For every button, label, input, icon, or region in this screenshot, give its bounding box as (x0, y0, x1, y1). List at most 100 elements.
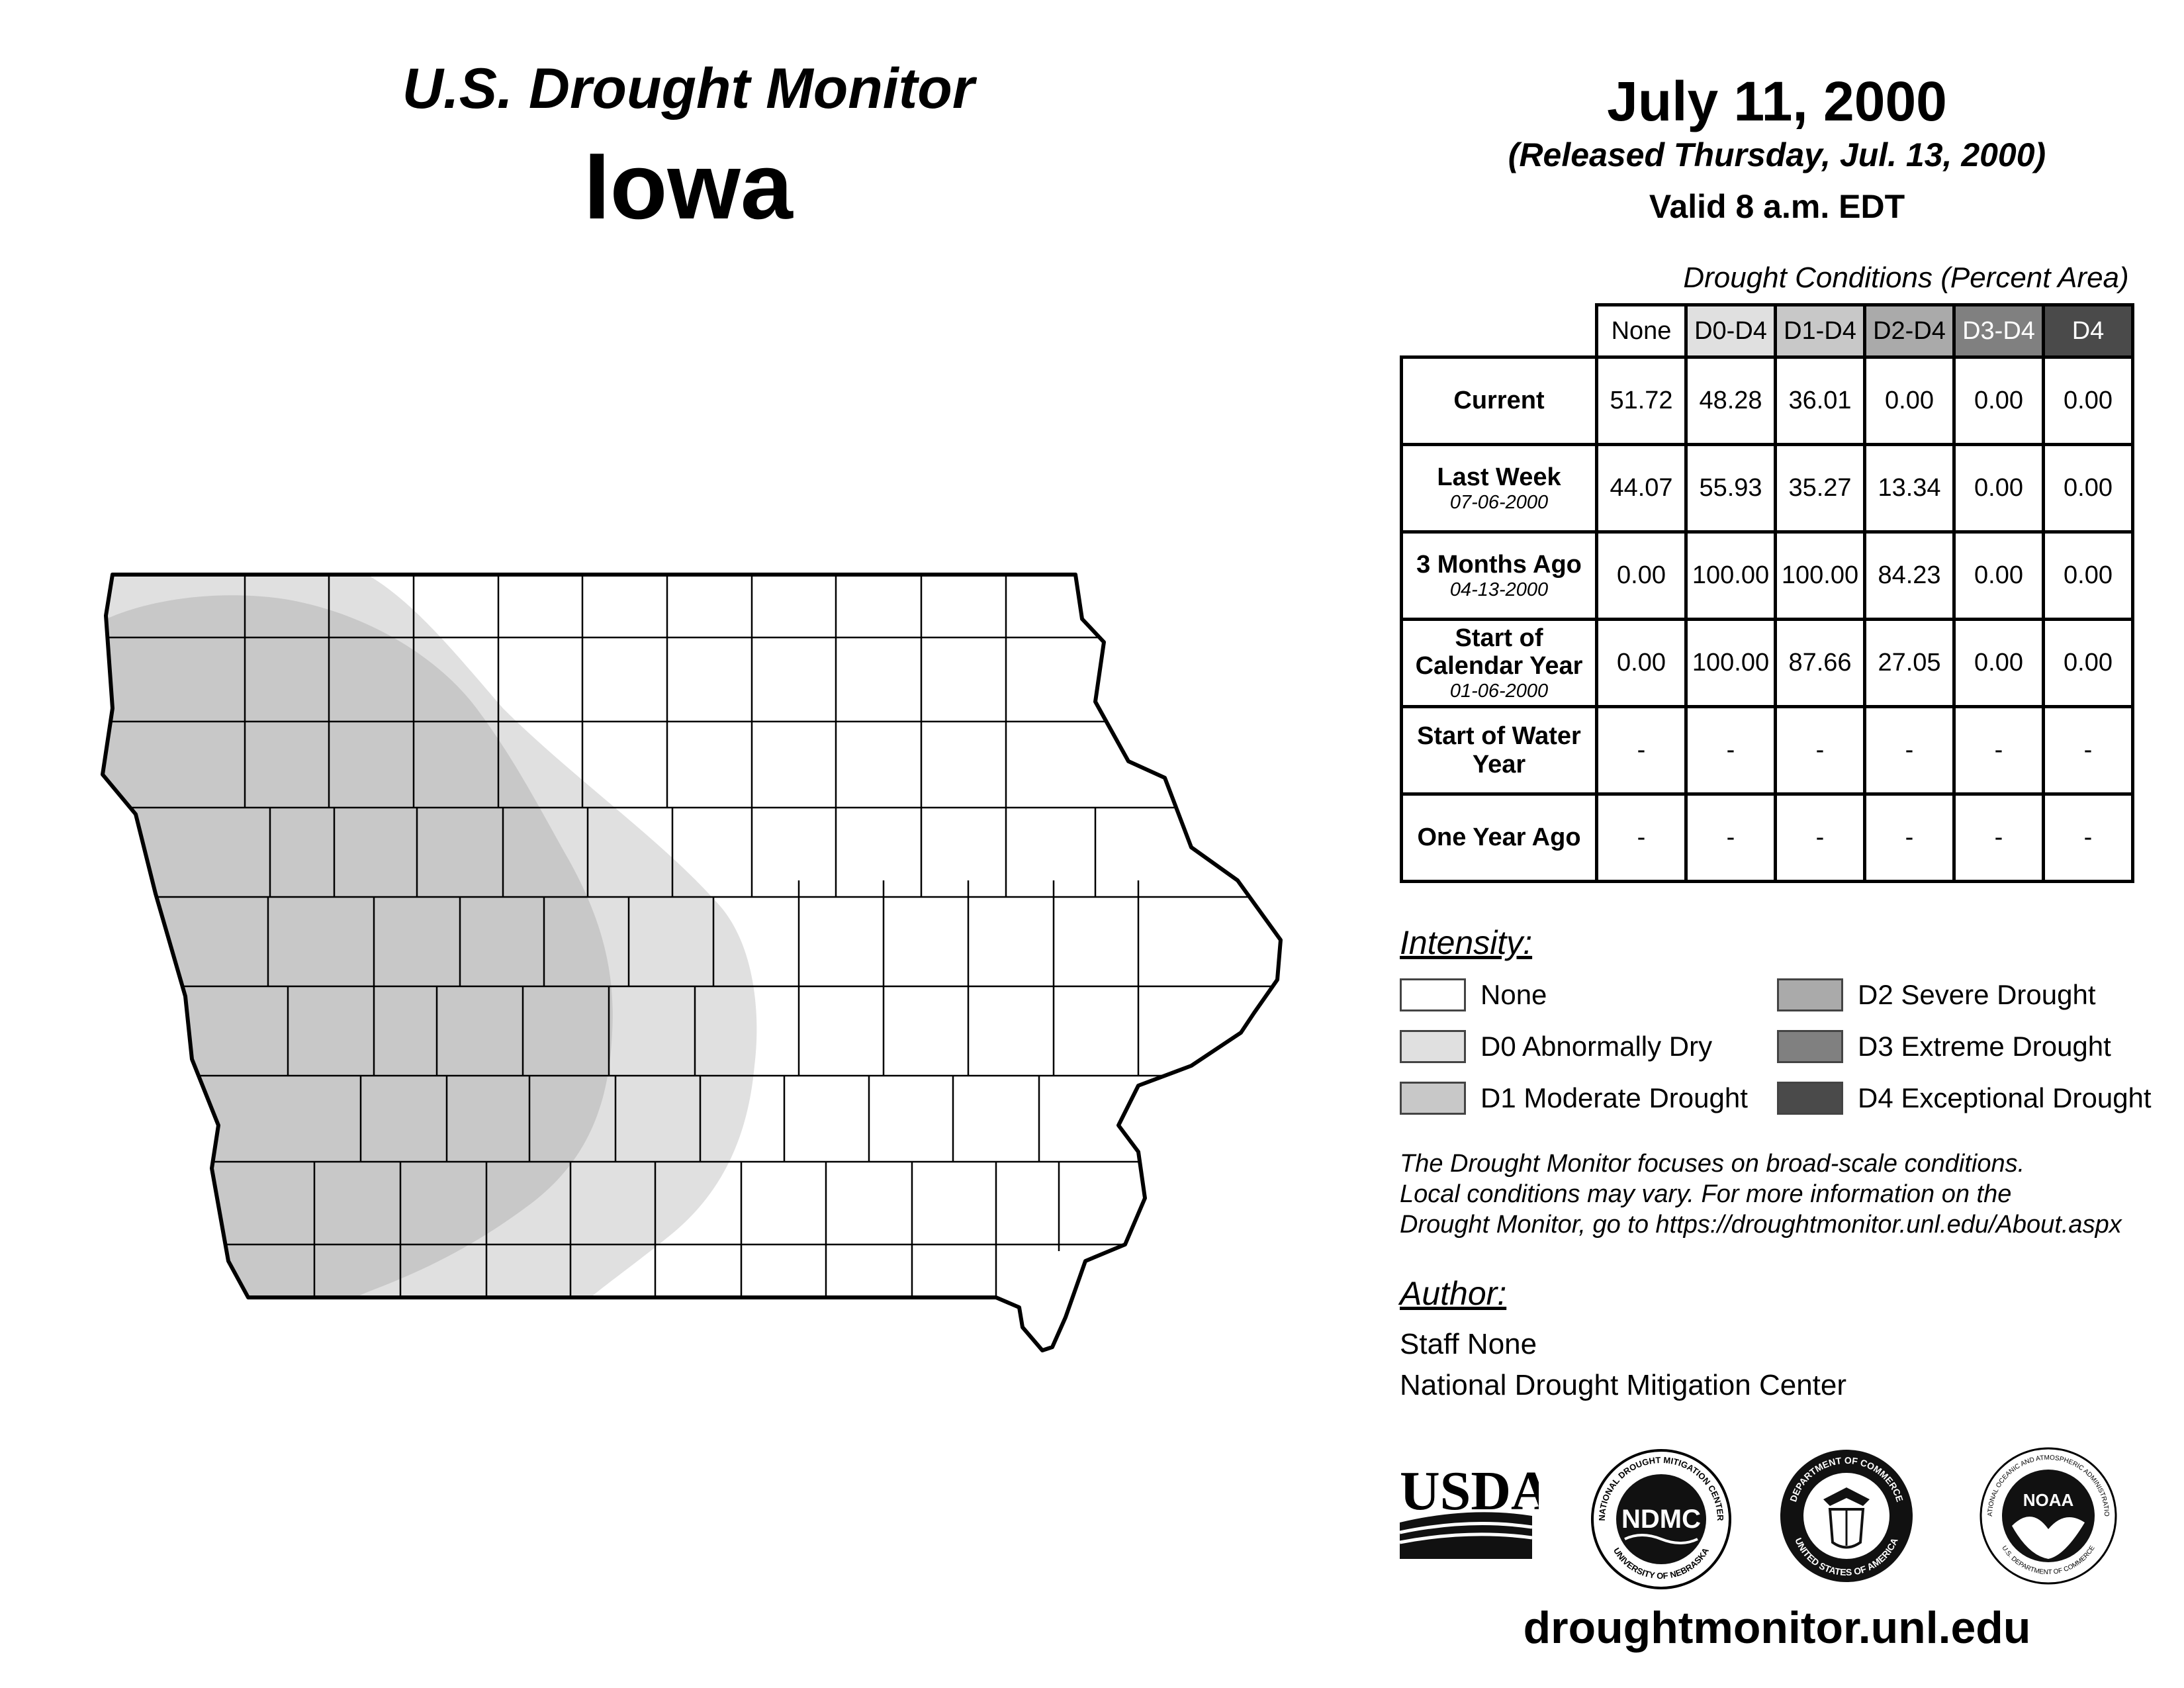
row-label: 3 Months Ago (1416, 550, 1582, 579)
column-header: D3-D4 (1952, 303, 2045, 359)
table-row: 3 Months Ago 04-13-2000 0.00 100.00 100.0… (1400, 530, 2134, 621)
table-cell: 100.00 (1684, 618, 1777, 708)
note-line: Local conditions may vary. For more info… (1400, 1180, 2012, 1208)
table-cell: 35.27 (1774, 443, 1866, 534)
legend-label: D2 Severe Drought (1858, 979, 2096, 1010)
author-org: National Drought Mitigation Center (1400, 1369, 1847, 1401)
table-cell: - (2042, 705, 2134, 796)
table-cell: 48.28 (1684, 355, 1777, 446)
column-header: D4 (2042, 303, 2134, 359)
table-row: Start of Water Year - - - - - - (1400, 705, 2134, 796)
row-label: Start of Water Year (1417, 722, 1581, 778)
row-header: Current (1400, 355, 1598, 446)
table-cell: - (1595, 792, 1688, 883)
legend-title: Intensity: (1400, 924, 1533, 961)
row-label: Start of Calendar Year (1415, 624, 1583, 680)
legend-swatch (1400, 978, 1466, 1011)
disclaimer-note: The Drought Monitor focuses on broad-sca… (1400, 1149, 2181, 1240)
legend-item-d4: D4 Exceptional Drought (1777, 1082, 2152, 1115)
row-date: 01-06-2000 (1449, 680, 1549, 702)
legend-item-d2: D2 Severe Drought (1777, 978, 2096, 1011)
table-cell: - (1863, 792, 1956, 883)
column-header: None (1595, 303, 1688, 359)
table-cell: - (1774, 792, 1866, 883)
note-line: Drought Monitor, go to https://droughtmo… (1400, 1211, 2122, 1239)
legend-swatch (1400, 1082, 1466, 1115)
drought-conditions-table: None D0-D4 D1-D4 D2-D4 D3-D4 D4 Current … (1400, 303, 2134, 883)
legend-item-d3: D3 Extreme Drought (1777, 1030, 2111, 1063)
row-date: 04-13-2000 (1449, 579, 1549, 600)
legend-label: D0 Abnormally Dry (1480, 1031, 1713, 1062)
table-cell: - (1952, 705, 2045, 796)
legend-swatch (1777, 1030, 1843, 1063)
table-row: Current 51.72 48.28 36.01 0.00 0.00 0.00 (1400, 355, 2134, 446)
doc-seal-logo: DEPARTMENT OF COMMERCE UNITED STATES OF … (1780, 1450, 1913, 1582)
legend-item-none: None (1400, 978, 1547, 1011)
table-cell: 0.00 (2042, 355, 2134, 446)
row-date: 07-06-2000 (1449, 491, 1549, 513)
table-cell: 0.00 (2042, 618, 2134, 708)
author-block: Staff None National Drought Mitigation C… (1400, 1324, 1846, 1406)
release-date: (Released Thursday, Jul. 13, 2000) (1508, 136, 2046, 173)
table-cell: 0.00 (1952, 355, 2045, 446)
state-title: Iowa (584, 134, 793, 239)
county-boundaries (103, 575, 1281, 1297)
table-cell: 13.34 (1863, 443, 1956, 534)
table-corner (1402, 305, 1597, 357)
usda-logo-text: USDA (1400, 1460, 1539, 1522)
legend-item-d1: D1 Moderate Drought (1400, 1082, 1748, 1115)
row-label: Current (1453, 387, 1545, 415)
iowa-state-border (101, 573, 1283, 1352)
table-row: One Year Ago - - - - - - (1400, 792, 2134, 883)
website-url: droughtmonitor.unl.edu (1523, 1603, 2031, 1653)
map-date: July 11, 2000 (1607, 70, 1947, 132)
table-cell: 0.00 (2042, 530, 2134, 621)
table-cell: 0.00 (1863, 355, 1956, 446)
ndmc-logo-text: NDMC (1621, 1505, 1701, 1534)
table-cell: - (1595, 705, 1688, 796)
table-row: Start of Calendar Year 01-06-2000 0.00 10… (1400, 618, 2134, 708)
column-header: D0-D4 (1684, 303, 1777, 359)
monitor-title: U.S. Drought Monitor (402, 57, 975, 120)
legend-swatch (1777, 978, 1843, 1011)
table-cell: 0.00 (1952, 618, 2045, 708)
table-cell: 84.23 (1863, 530, 1956, 621)
table-cell: - (1684, 705, 1777, 796)
noaa-logo-text: NOAA (2023, 1490, 2074, 1510)
column-header: D2-D4 (1863, 303, 1956, 359)
table-header-row: None D0-D4 D1-D4 D2-D4 D3-D4 D4 (1402, 303, 2134, 359)
table-cell: - (2042, 792, 2134, 883)
legend-swatch (1777, 1082, 1843, 1115)
table-caption: Drought Conditions (Percent Area) (1683, 261, 2129, 294)
legend-item-d0: D0 Abnormally Dry (1400, 1030, 1712, 1063)
table-cell: 100.00 (1774, 530, 1866, 621)
legend-label: D4 Exceptional Drought (1858, 1082, 2152, 1113)
table-cell: 87.66 (1774, 618, 1866, 708)
legend-swatch (1400, 1030, 1466, 1063)
table-cell: - (1774, 705, 1866, 796)
note-line: The Drought Monitor focuses on broad-sca… (1400, 1150, 2025, 1178)
column-header: D1-D4 (1774, 303, 1866, 359)
row-label: One Year Ago (1417, 823, 1581, 852)
row-label: Last Week (1437, 463, 1561, 491)
table-cell: 0.00 (1952, 443, 2045, 534)
row-header: Start of Water Year (1400, 705, 1598, 796)
author-name: Staff None (1400, 1328, 1537, 1360)
row-header: One Year Ago (1400, 792, 1598, 883)
row-header: 3 Months Ago 04-13-2000 (1400, 530, 1598, 621)
table-cell: 0.00 (1595, 530, 1688, 621)
legend-label: D3 Extreme Drought (1858, 1031, 2111, 1062)
table-cell: 0.00 (1595, 618, 1688, 708)
table-cell: - (1952, 792, 2045, 883)
table-cell: - (1863, 705, 1956, 796)
table-cell: 0.00 (1952, 530, 2045, 621)
row-header: Start of Calendar Year 01-06-2000 (1400, 618, 1598, 708)
table-cell: 27.05 (1863, 618, 1956, 708)
table-cell: 51.72 (1595, 355, 1688, 446)
table-cell: 55.93 (1684, 443, 1777, 534)
table-row: Last Week 07-06-2000 44.07 55.93 35.27 13… (1400, 443, 2134, 534)
noaa-logo: NATIONAL OCEANIC AND ATMOSPHERIC ADMINIS… (1979, 1446, 2117, 1585)
legend-label: None (1480, 979, 1547, 1010)
legend-label: D1 Moderate Drought (1480, 1082, 1748, 1113)
valid-time: Valid 8 a.m. EDT (1649, 188, 1905, 225)
